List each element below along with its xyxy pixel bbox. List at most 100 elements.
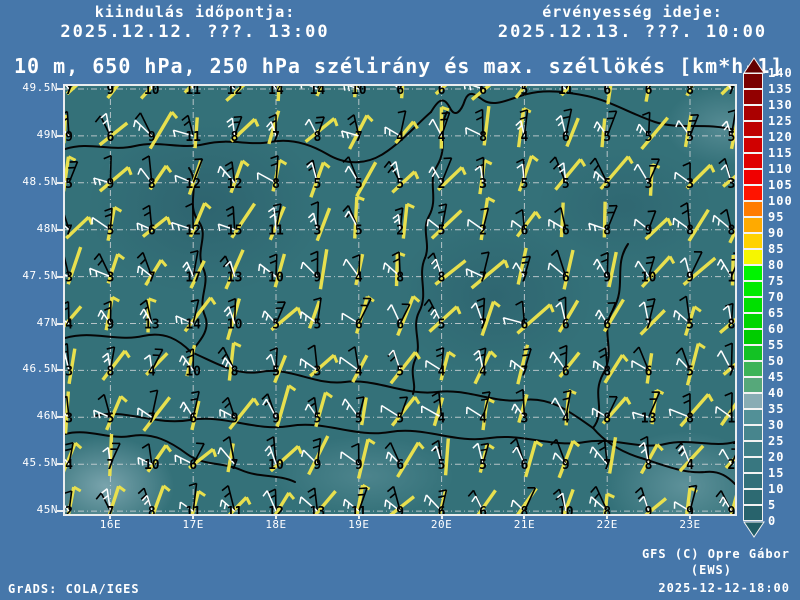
wind-station: 8 <box>137 155 173 192</box>
border-line <box>65 431 296 483</box>
gust-value: 3 <box>65 271 73 286</box>
gust-value: 8 <box>727 224 735 239</box>
gust-value: 3 <box>106 271 114 286</box>
gust-value: 10 <box>268 458 284 473</box>
wind-station: 6 <box>94 112 129 147</box>
wind-station: 7 <box>136 389 172 432</box>
wind-station: 10 <box>343 86 367 98</box>
colorbar-segment <box>743 217 763 233</box>
wind-station: 12 <box>170 202 212 239</box>
gust-value: 7 <box>520 271 528 286</box>
gust-value: 5 <box>396 177 404 192</box>
gust-value: 9 <box>313 458 321 473</box>
wind-station: 5 <box>93 393 128 431</box>
gust-value: 5 <box>603 177 611 192</box>
gust-value: 9 <box>313 271 321 286</box>
wind-station: 11 <box>342 483 371 514</box>
gust-value: 5 <box>479 458 487 473</box>
gust-value: 8 <box>603 364 611 379</box>
wind-station: 4 <box>384 110 419 145</box>
gust-value: 5 <box>727 130 735 145</box>
gust-value: 2 <box>65 505 73 514</box>
gust-value: 4 <box>520 130 528 145</box>
graticule-layer <box>65 86 735 514</box>
gust-value: 8 <box>727 318 735 333</box>
gust-value: 6 <box>148 224 156 239</box>
latitude-label: 48N <box>36 221 58 235</box>
latitude-tick <box>57 322 63 325</box>
wind-station: 9 <box>634 486 668 514</box>
valid-time-value: 2025.12.13. ???. 10:00 <box>497 22 768 42</box>
wind-station: 7 <box>102 434 121 477</box>
latitude-tick <box>57 134 63 137</box>
gust-value: 7 <box>106 505 114 514</box>
gust-value: 5 <box>645 130 653 145</box>
wind-station: 5 <box>299 297 322 333</box>
wind-station: 8 <box>427 252 467 286</box>
gust-value: 5 <box>686 130 694 145</box>
colorbar-tick-label: 70 <box>768 290 785 304</box>
wind-station: 10 <box>634 255 676 289</box>
gust-value: 10 <box>185 364 201 379</box>
colorbar-tick-label: 105 <box>768 178 793 192</box>
latitude-tick <box>57 369 63 372</box>
gust-value: 14 <box>310 86 326 98</box>
gust-value: 7 <box>65 224 73 239</box>
gust-value: 7 <box>65 86 73 98</box>
colorbar-segment <box>743 137 763 153</box>
map-plot-area: 7 9 10 11 12 14 14 10 6 6 6 5 11 6 6 8 7 9 6 9 11 8 7 8 7 4 4 8 4 6 5 5… <box>63 84 737 516</box>
gust-value: 4 <box>438 411 446 426</box>
gust-value: 4 <box>479 364 487 379</box>
gust-value: 6 <box>355 318 363 333</box>
colorbar-tick-label: 140 <box>768 66 793 80</box>
longitude-label: 18E <box>265 518 287 531</box>
wind-station: 6 <box>631 346 654 384</box>
gust-value: 4 <box>562 411 570 426</box>
wind-station: 5 <box>472 442 495 473</box>
colorbar-tick-label: 65 <box>768 306 785 320</box>
wind-station: 8 <box>589 485 615 514</box>
longitude-tick <box>192 514 195 519</box>
border-line <box>592 427 735 485</box>
wind-station: 5 <box>265 347 288 384</box>
wind-station: 2 <box>718 442 735 473</box>
wind-station: 3 <box>65 391 73 434</box>
wind-station: 5 <box>549 156 587 192</box>
gust-value: 6 <box>562 318 570 333</box>
gust-value: 4 <box>479 411 487 426</box>
longitude-label: 22E <box>596 518 618 531</box>
gust-value: 5 <box>438 318 446 333</box>
colorbar-tick-label: 30 <box>768 418 785 432</box>
gust-value: 12 <box>227 177 243 192</box>
wind-station: 5 <box>387 349 422 385</box>
wind-station: 6 <box>386 295 421 337</box>
wind-station: 6 <box>136 204 172 239</box>
wind-station: 10 <box>223 297 243 341</box>
wind-station: 8 <box>226 115 260 145</box>
wind-station: 7 <box>340 114 374 150</box>
wind-station: 3 <box>718 157 735 192</box>
gust-value: 12 <box>185 177 201 192</box>
latitude-tick <box>57 463 63 466</box>
gust-value: 9 <box>106 86 114 98</box>
gust-value: 8 <box>148 177 156 192</box>
latitude-label: 49.5N <box>22 81 58 94</box>
wind-station: 9 <box>592 251 618 288</box>
gust-value: 3 <box>727 177 735 192</box>
wind-station: 9 <box>633 210 673 241</box>
colorbar-tick-label: 20 <box>768 450 785 464</box>
wind-station: 7 <box>136 251 168 287</box>
wind-station: 11 <box>558 86 574 98</box>
wind-station: 4 <box>428 105 451 149</box>
gust-value: 3 <box>645 177 653 192</box>
border-line <box>65 333 192 353</box>
gust-value: 6 <box>479 505 487 514</box>
colorbar-segment <box>743 265 763 281</box>
gust-value: 5 <box>520 86 528 98</box>
gust-value: 6 <box>396 86 404 98</box>
longitude-tick <box>275 514 277 519</box>
colorbar-segment <box>743 249 763 265</box>
colorbar-tick-label: 125 <box>768 114 793 128</box>
colorbar-tick-label: 110 <box>768 162 793 176</box>
